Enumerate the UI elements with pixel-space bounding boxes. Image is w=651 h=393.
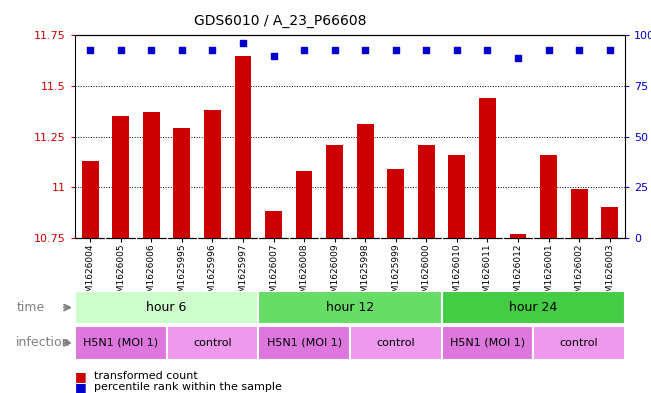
Text: control: control	[193, 338, 232, 348]
Point	[391, 46, 401, 53]
Bar	[113, 116, 129, 238]
Text: hour 12: hour 12	[326, 301, 374, 314]
Bar	[602, 208, 618, 238]
Point	[329, 46, 340, 53]
Point	[513, 55, 523, 61]
Bar	[167, 326, 258, 360]
Point	[299, 46, 309, 53]
Text: control: control	[376, 338, 415, 348]
Bar	[82, 161, 98, 238]
Bar	[449, 155, 465, 238]
Text: ■: ■	[75, 380, 87, 393]
Bar	[540, 155, 557, 238]
Point	[85, 46, 95, 53]
Point	[544, 46, 554, 53]
Point	[115, 46, 126, 53]
Bar	[357, 125, 374, 238]
Bar	[418, 145, 435, 238]
Point	[574, 46, 585, 53]
Text: ■: ■	[75, 370, 87, 383]
Text: control: control	[560, 338, 598, 348]
Bar	[571, 189, 587, 238]
Text: infection: infection	[16, 336, 71, 349]
Point	[482, 46, 493, 53]
Text: H5N1 (MOI 1): H5N1 (MOI 1)	[83, 338, 158, 348]
Bar	[510, 234, 527, 238]
Text: time: time	[16, 301, 44, 314]
Bar	[258, 326, 350, 360]
Bar	[204, 110, 221, 238]
Bar	[265, 211, 282, 238]
Bar	[296, 171, 312, 238]
Text: transformed count: transformed count	[94, 371, 198, 382]
Text: H5N1 (MOI 1): H5N1 (MOI 1)	[266, 338, 342, 348]
Point	[360, 46, 370, 53]
Point	[268, 52, 279, 59]
Text: GDS6010 / A_23_P66608: GDS6010 / A_23_P66608	[194, 14, 366, 28]
Bar	[441, 291, 625, 324]
Text: percentile rank within the sample: percentile rank within the sample	[94, 382, 283, 392]
Bar	[387, 169, 404, 238]
Bar	[350, 326, 441, 360]
Point	[452, 46, 462, 53]
Bar	[533, 326, 625, 360]
Text: hour 24: hour 24	[509, 301, 557, 314]
Text: hour 6: hour 6	[146, 301, 187, 314]
Bar	[326, 145, 343, 238]
Bar	[479, 98, 496, 238]
Point	[146, 46, 156, 53]
Point	[207, 46, 217, 53]
Bar	[173, 129, 190, 238]
Bar	[258, 291, 441, 324]
Bar	[441, 326, 533, 360]
Point	[605, 46, 615, 53]
Text: H5N1 (MOI 1): H5N1 (MOI 1)	[450, 338, 525, 348]
Bar	[75, 326, 167, 360]
Point	[238, 40, 248, 47]
Bar	[143, 112, 159, 238]
Point	[421, 46, 432, 53]
Bar	[234, 55, 251, 238]
Bar	[75, 291, 258, 324]
Point	[176, 46, 187, 53]
